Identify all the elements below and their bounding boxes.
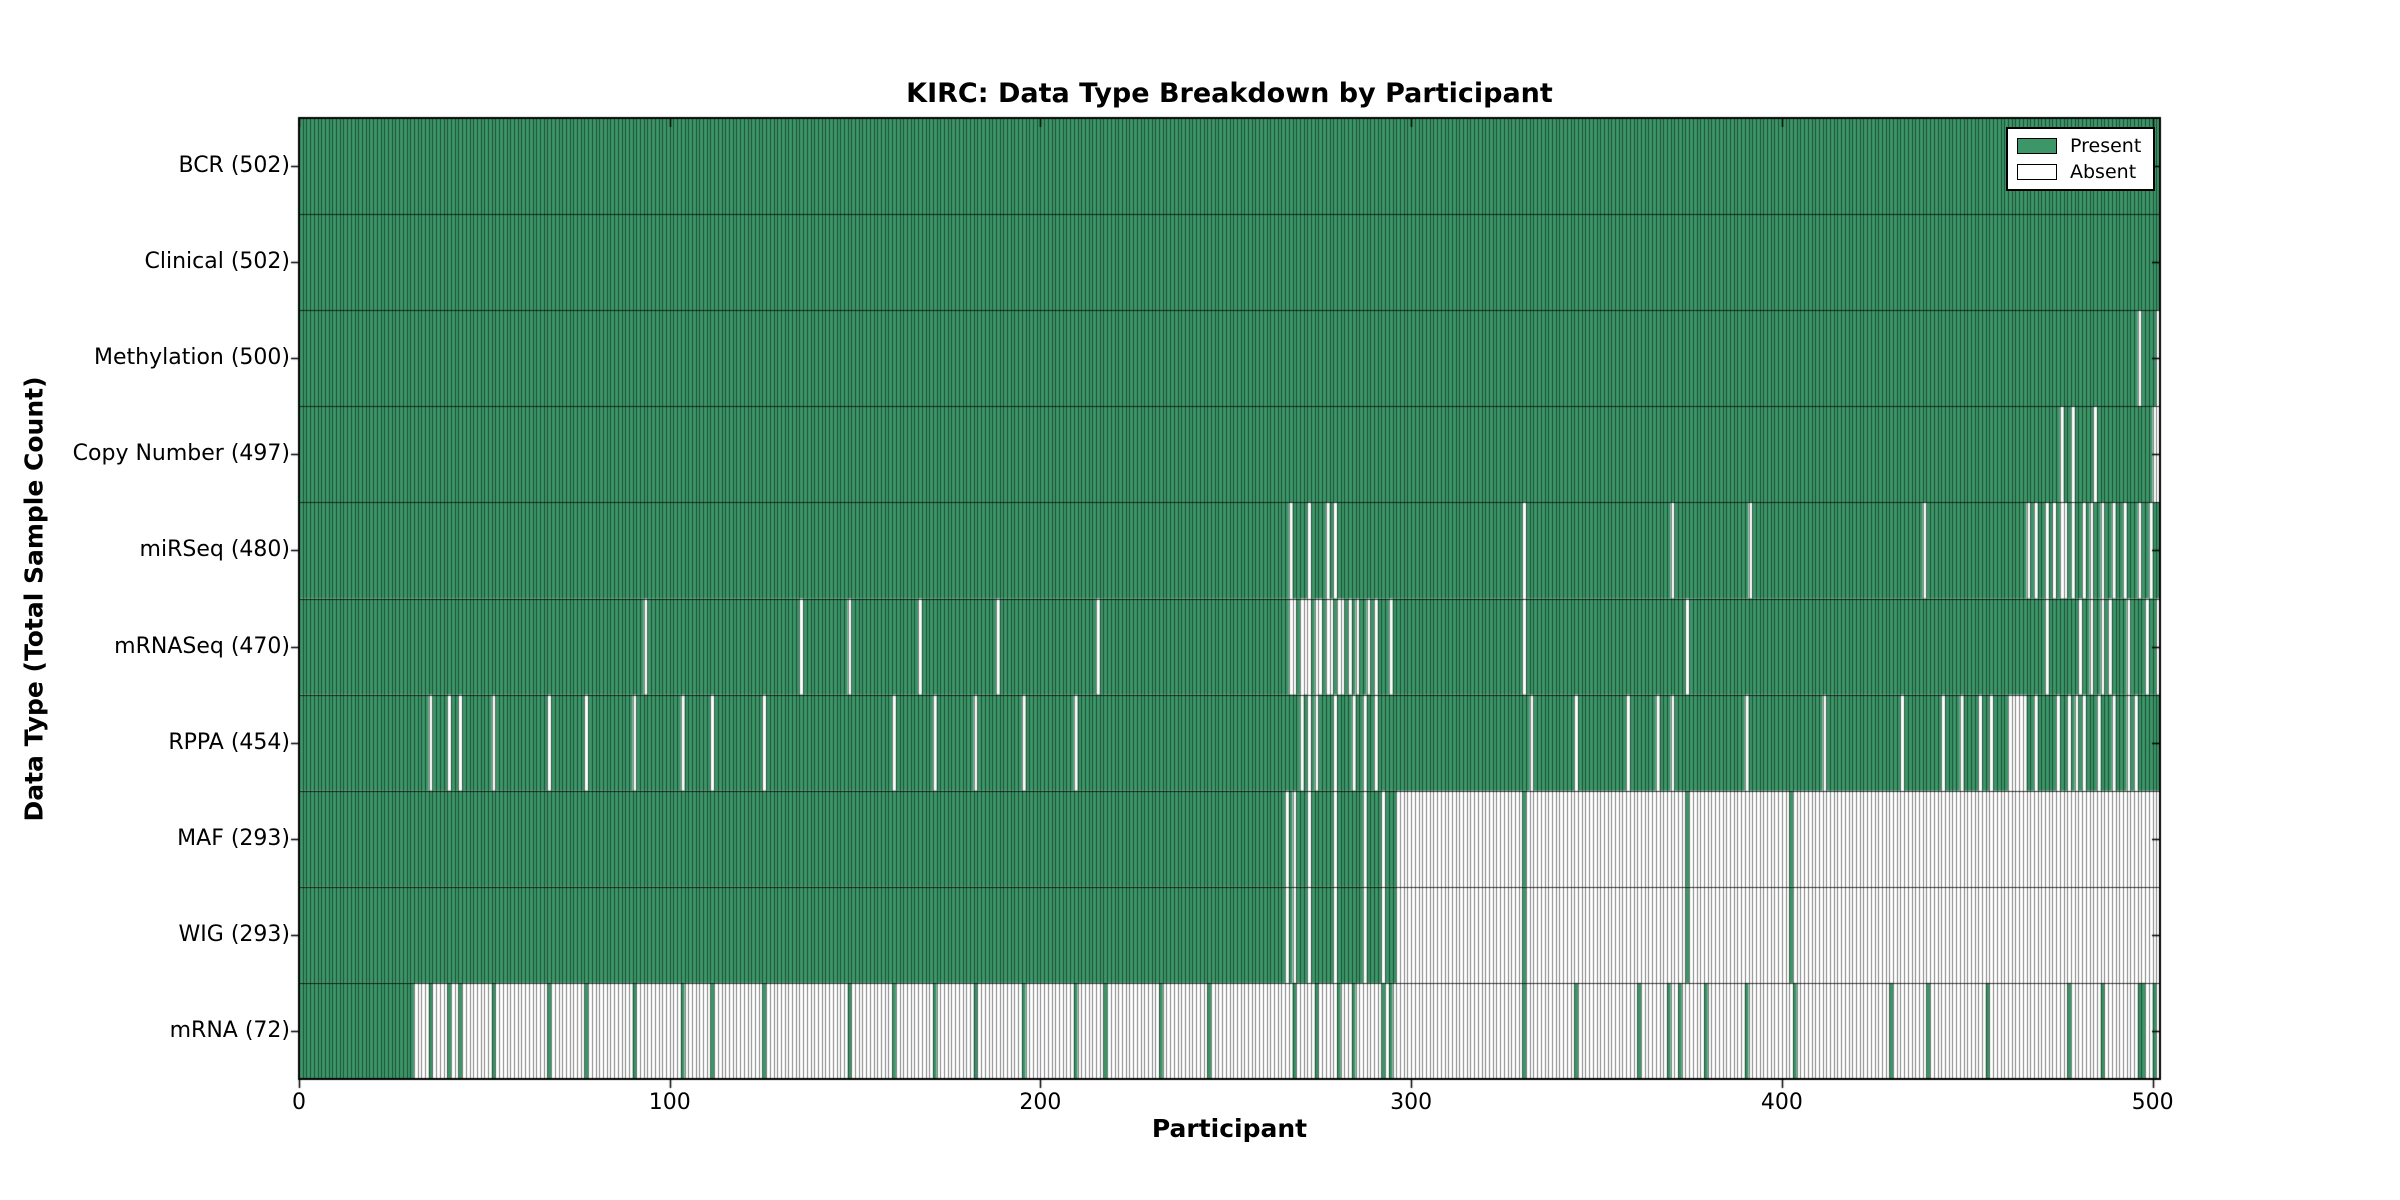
y-tick-label: MAF (293)	[177, 825, 290, 851]
y-tick-label: Copy Number (497)	[72, 441, 290, 467]
y-tick-label: WIG (293)	[178, 921, 290, 947]
y-tick-label: miRSeq (480)	[139, 537, 290, 563]
legend-item: Absent	[2017, 161, 2141, 183]
y-tick-label: RPPA (454)	[168, 729, 290, 755]
y-tick-label: Clinical (502)	[144, 249, 290, 275]
x-tick-label: 300	[1390, 1090, 1433, 1115]
legend-swatch-present	[2017, 138, 2057, 154]
legend-item: Present	[2017, 135, 2141, 157]
chart-title: KIRC: Data Type Breakdown by Participant	[906, 78, 1553, 109]
x-tick-label: 200	[1019, 1090, 1062, 1115]
y-tick-label: mRNASeq (470)	[114, 633, 290, 659]
y-tick-label: Methylation (500)	[94, 345, 290, 371]
legend-label: Present	[2070, 135, 2142, 157]
y-tick-label: BCR (502)	[178, 153, 290, 179]
x-tick-label: 500	[2131, 1090, 2174, 1115]
x-tick-label: 100	[648, 1090, 691, 1115]
legend: Present Absent	[2006, 127, 2156, 191]
x-tick-label: 0	[292, 1090, 306, 1115]
legend-swatch-absent	[2017, 164, 2057, 180]
legend-label: Absent	[2070, 161, 2137, 183]
x-axis-label: Participant	[1151, 1114, 1308, 1143]
y-tick-label: mRNA (72)	[169, 1017, 290, 1043]
x-tick-label: 400	[1760, 1090, 1803, 1115]
